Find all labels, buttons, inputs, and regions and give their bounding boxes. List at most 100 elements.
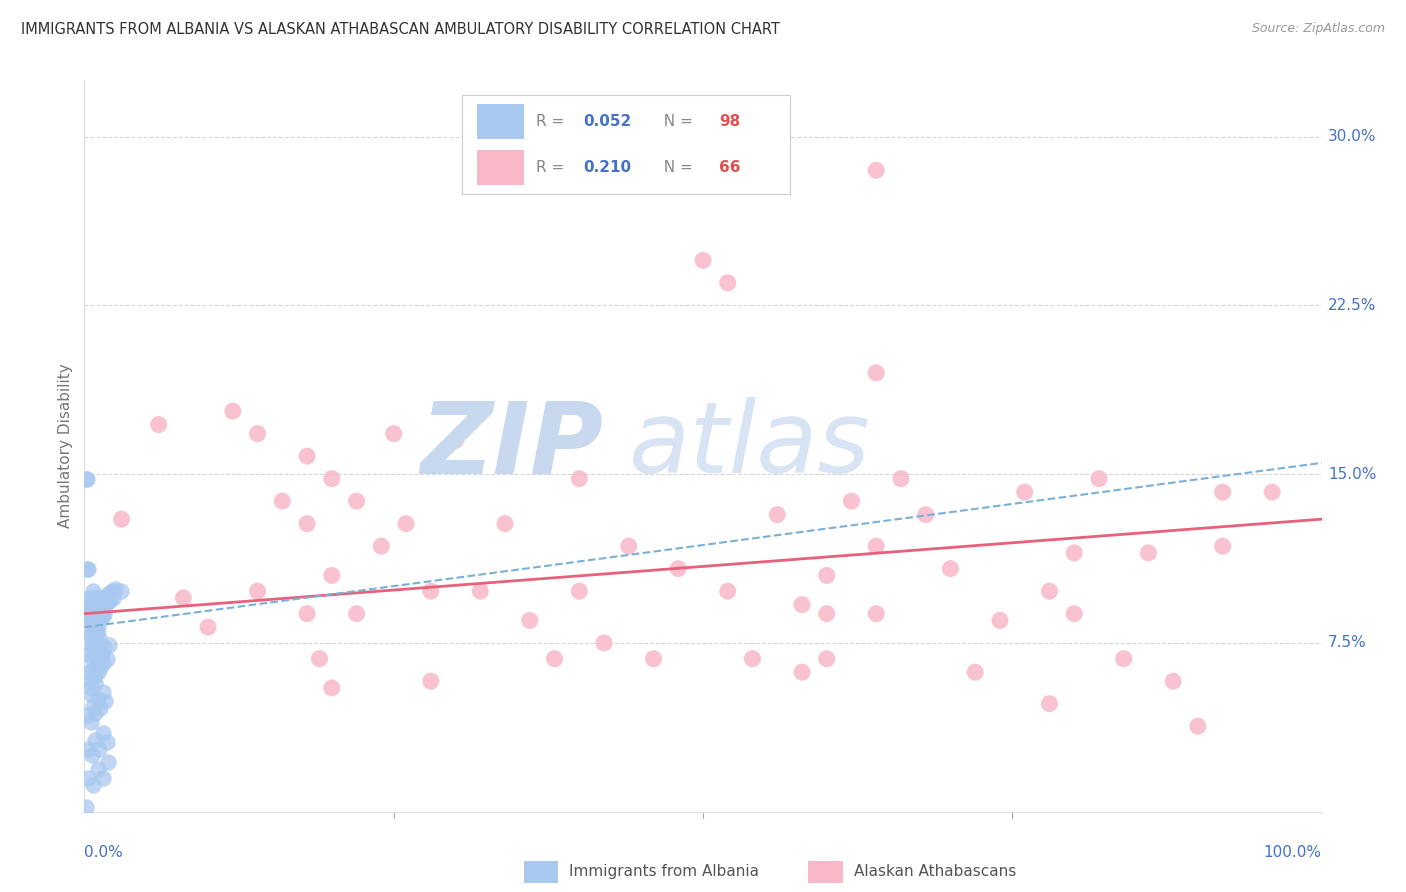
Y-axis label: Ambulatory Disability: Ambulatory Disability	[58, 364, 73, 528]
Point	[87, 762, 110, 776]
Point	[419, 674, 441, 689]
Point	[83, 636, 105, 650]
Point	[80, 651, 103, 665]
Point	[89, 608, 111, 623]
Point	[1212, 539, 1234, 553]
Point	[96, 651, 118, 665]
Point	[94, 694, 117, 708]
Text: ZIP: ZIP	[420, 398, 605, 494]
Text: 15.0%: 15.0%	[1327, 467, 1376, 482]
Point	[295, 516, 318, 531]
Point	[104, 582, 127, 596]
Point	[246, 426, 269, 441]
Point	[321, 681, 343, 695]
Point	[717, 276, 740, 290]
Point	[98, 593, 121, 607]
Text: R =: R =	[536, 114, 569, 128]
Point	[80, 636, 103, 650]
Point	[82, 629, 104, 643]
Point	[321, 568, 343, 582]
Point	[76, 562, 98, 576]
Point	[246, 584, 269, 599]
Point	[815, 607, 838, 621]
Point	[82, 663, 104, 677]
Point	[666, 562, 689, 576]
Point	[84, 618, 107, 632]
Point	[79, 614, 101, 628]
Point	[100, 584, 122, 599]
Point	[308, 651, 330, 665]
Point	[346, 494, 368, 508]
Point	[79, 607, 101, 621]
Point	[419, 584, 441, 599]
Point	[75, 800, 97, 814]
Text: R =: R =	[536, 160, 569, 175]
Text: 100.0%: 100.0%	[1264, 845, 1322, 860]
Point	[914, 508, 936, 522]
Point	[87, 607, 110, 621]
Text: 7.5%: 7.5%	[1327, 635, 1367, 650]
Point	[89, 632, 111, 646]
Point	[86, 614, 108, 628]
Point	[80, 688, 103, 702]
FancyBboxPatch shape	[477, 150, 523, 185]
Point	[94, 598, 117, 612]
Point	[790, 665, 813, 680]
Point	[593, 636, 616, 650]
Point	[470, 584, 492, 599]
Text: N =: N =	[654, 114, 697, 128]
Point	[86, 624, 108, 639]
Point	[741, 651, 763, 665]
Text: 98: 98	[718, 114, 741, 128]
Point	[1261, 485, 1284, 500]
Point	[841, 494, 863, 508]
Point	[110, 584, 132, 599]
Point	[89, 602, 111, 616]
Text: 30.0%: 30.0%	[1327, 129, 1376, 144]
Point	[815, 651, 838, 665]
Point	[617, 539, 640, 553]
Point	[86, 591, 108, 605]
FancyBboxPatch shape	[477, 103, 523, 139]
Point	[89, 591, 111, 605]
Point	[82, 584, 104, 599]
Point	[543, 651, 565, 665]
Point	[939, 562, 962, 576]
Point	[1161, 674, 1184, 689]
Point	[93, 607, 115, 621]
Point	[82, 778, 104, 792]
Text: 0.052: 0.052	[583, 114, 631, 128]
Point	[568, 584, 591, 599]
Point	[395, 516, 418, 531]
Point	[80, 614, 103, 628]
Point	[83, 642, 105, 657]
Point	[97, 755, 120, 769]
Point	[79, 714, 101, 729]
Point	[321, 472, 343, 486]
Point	[1038, 584, 1060, 599]
Text: IMMIGRANTS FROM ALBANIA VS ALASKAN ATHABASCAN AMBULATORY DISABILITY CORRELATION : IMMIGRANTS FROM ALBANIA VS ALASKAN ATHAB…	[21, 22, 780, 37]
Text: Source: ZipAtlas.com: Source: ZipAtlas.com	[1251, 22, 1385, 36]
Point	[89, 651, 111, 665]
Point	[519, 614, 541, 628]
Point	[790, 598, 813, 612]
Point	[692, 253, 714, 268]
Point	[82, 598, 104, 612]
Point	[90, 647, 112, 661]
Point	[89, 598, 111, 612]
Text: atlas: atlas	[628, 398, 870, 494]
Point	[271, 494, 294, 508]
Point	[89, 701, 111, 715]
Point	[988, 614, 1011, 628]
Point	[84, 706, 107, 720]
Text: N =: N =	[654, 160, 697, 175]
Point	[75, 472, 97, 486]
Point	[890, 472, 912, 486]
Point	[77, 708, 100, 723]
Point	[80, 624, 103, 639]
FancyBboxPatch shape	[808, 861, 842, 883]
Point	[865, 539, 887, 553]
Point	[865, 163, 887, 178]
Point	[444, 434, 467, 448]
Point	[82, 620, 104, 634]
